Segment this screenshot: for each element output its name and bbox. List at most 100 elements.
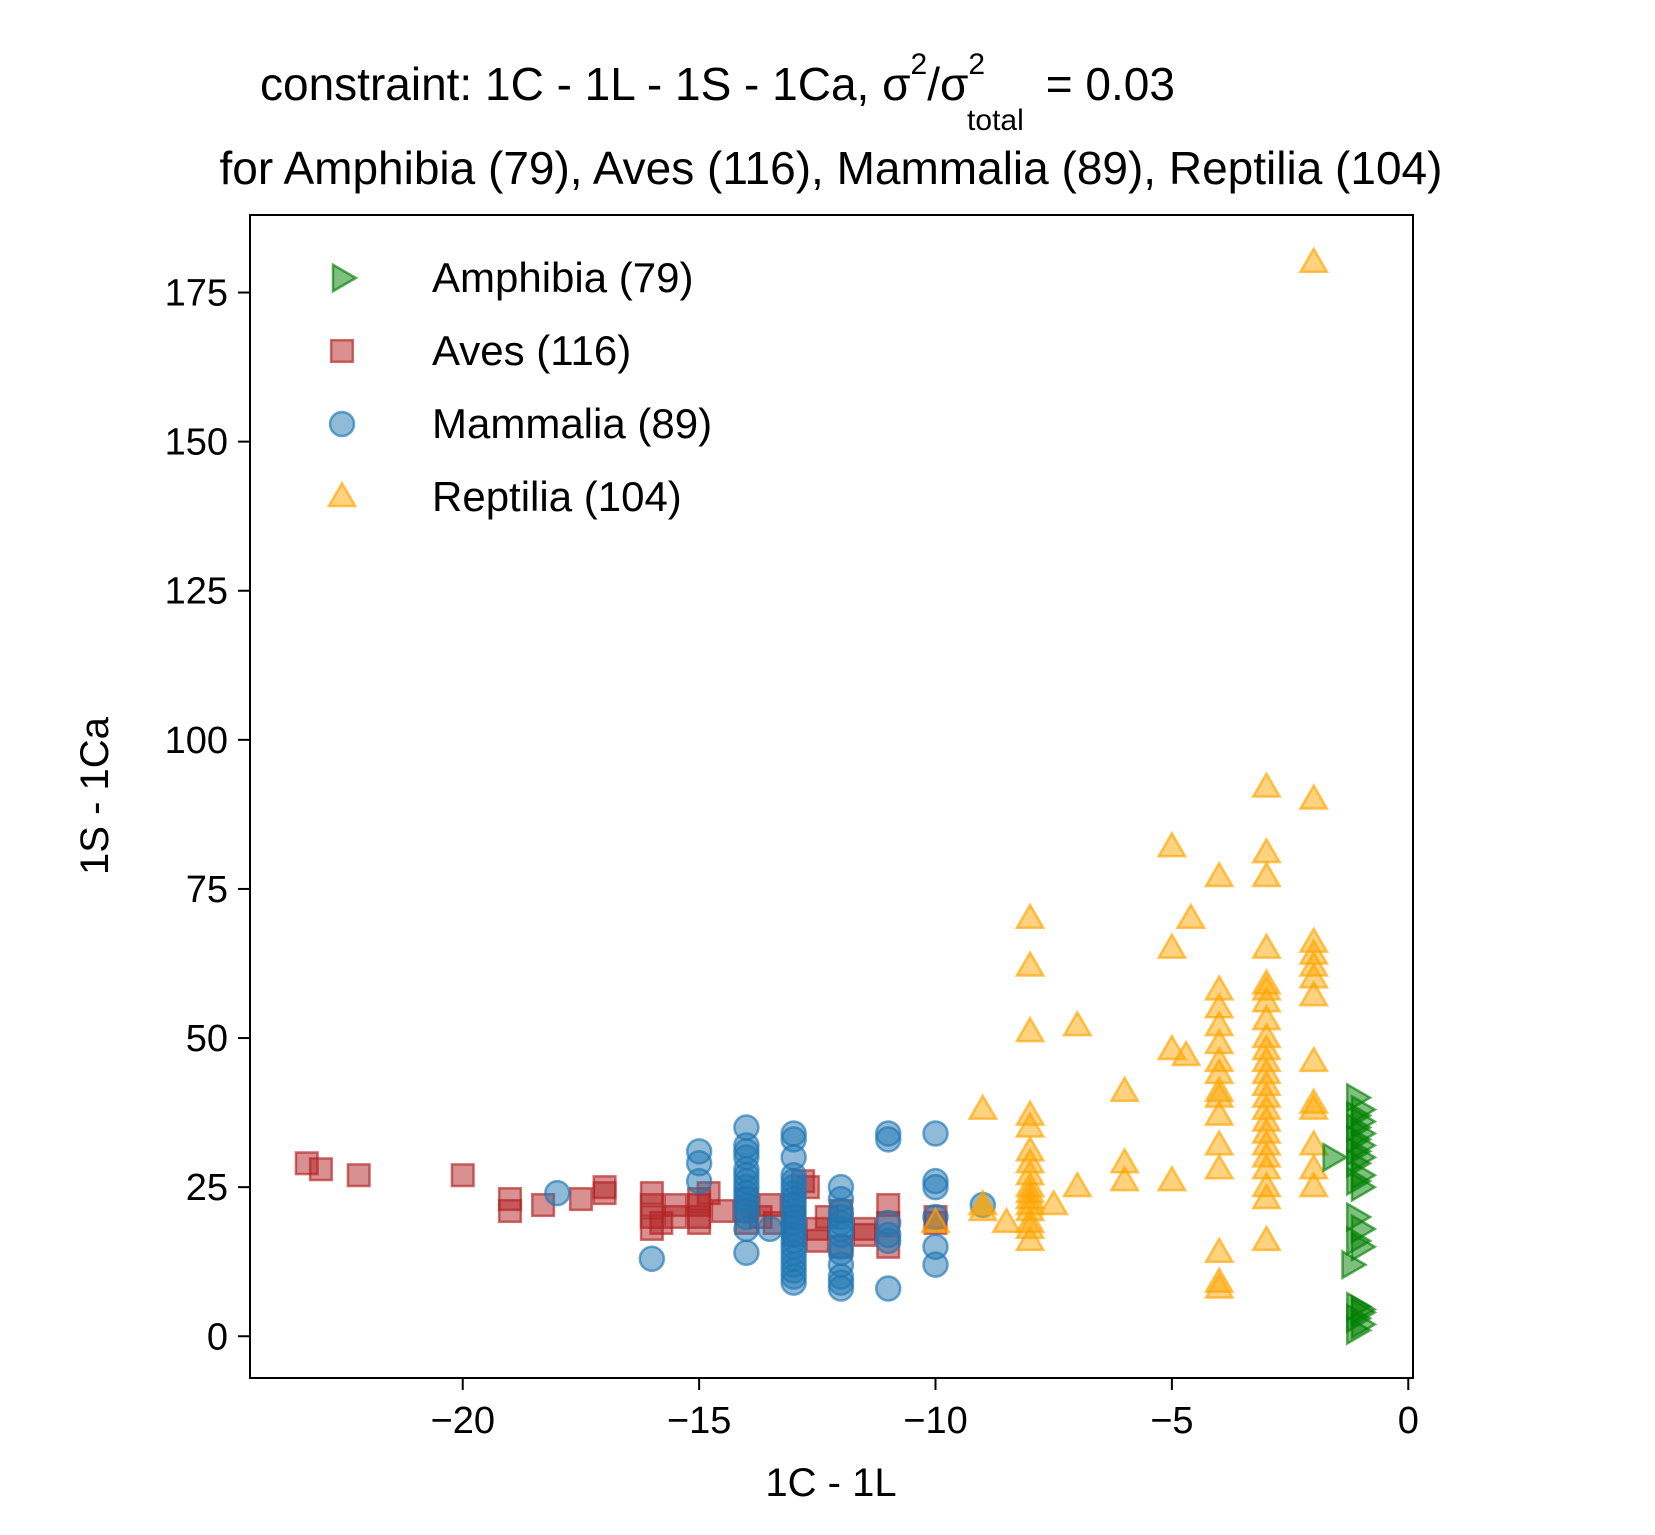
y-tick-label: 25	[186, 1167, 228, 1209]
legend-marker	[326, 480, 358, 508]
data-marks	[294, 246, 1378, 1346]
legend-item: Mammalia (89)	[328, 400, 712, 447]
data-point	[1156, 1164, 1188, 1192]
data-point	[967, 1093, 999, 1120]
data-point	[1251, 860, 1282, 888]
title-mid: /σ	[927, 58, 968, 110]
data-point	[1109, 1164, 1140, 1192]
data-point	[1061, 1009, 1093, 1037]
data-point	[874, 1227, 902, 1255]
data-point	[733, 1215, 760, 1243]
data-point	[1014, 950, 1046, 977]
data-point	[874, 1126, 902, 1153]
legend: Amphibia (79) Aves (116) Mammalia (89) Rept…	[326, 254, 712, 520]
legend-label: Amphibia (79)	[432, 254, 693, 301]
legend-item: Amphibia (79)	[331, 254, 693, 301]
data-point	[1014, 1224, 1046, 1252]
data-point	[1298, 1045, 1330, 1073]
data-point	[1322, 1141, 1349, 1173]
y-tick-label: 75	[186, 869, 228, 911]
data-point	[1203, 1129, 1235, 1156]
data-point	[1175, 902, 1207, 930]
x-axis-ticks: −20 −15 −10 −5 0	[431, 1378, 1419, 1442]
data-point	[1350, 1231, 1378, 1263]
y-tick-label: 100	[165, 720, 228, 762]
data-point	[1251, 932, 1282, 959]
data-point	[920, 1206, 951, 1234]
legend-marker	[328, 410, 356, 438]
y-tick-label: 50	[186, 1018, 228, 1060]
x-tick-label: −15	[667, 1400, 731, 1442]
title-prefix: constraint: 1C - 1L - 1S - 1Ca, σ	[260, 58, 911, 110]
data-point	[1203, 1099, 1235, 1126]
data-point	[1251, 1224, 1282, 1252]
data-point	[922, 1251, 949, 1278]
data-point	[568, 1187, 593, 1212]
data-point	[1109, 1075, 1140, 1102]
legend-marker	[329, 338, 355, 364]
legend-label: Mammalia (89)	[432, 400, 712, 447]
data-point	[1298, 980, 1330, 1007]
x-axis-label: 1C - 1L	[765, 1461, 896, 1505]
data-point	[1014, 902, 1046, 930]
data-point	[1341, 1249, 1368, 1281]
data-point	[1170, 1039, 1202, 1067]
data-point	[1350, 1294, 1378, 1325]
x-tick-label: 0	[1398, 1400, 1419, 1442]
series-triangle-up	[920, 246, 1330, 1299]
data-point	[780, 1269, 807, 1296]
plot-area-frame	[249, 214, 1414, 1379]
data-point	[1061, 1170, 1093, 1198]
title-suffix: = 0.03	[1046, 58, 1175, 110]
x-tick-label: −20	[431, 1400, 495, 1442]
y-axis-ticks: 0 25 50 75 100 125 150 175	[165, 273, 250, 1358]
x-tick-label: −5	[1150, 1400, 1193, 1442]
series-triangle-right	[1322, 1082, 1378, 1346]
data-point	[1203, 1272, 1235, 1299]
data-point	[1156, 932, 1188, 959]
chart-title: constraint: 1C - 1L - 1S - 1Ca, σ2/σ2 tot…	[260, 48, 1175, 137]
data-point	[967, 1194, 999, 1222]
x-tick-label: −10	[903, 1400, 967, 1442]
data-point	[710, 1198, 735, 1224]
data-point	[756, 1215, 784, 1243]
data-point	[733, 1239, 760, 1267]
data-point	[1251, 836, 1282, 864]
series-circle	[544, 1114, 997, 1302]
y-tick-label: 0	[207, 1316, 228, 1358]
data-point	[1298, 1170, 1330, 1198]
data-point	[922, 1120, 949, 1147]
legend-item: Aves (116)	[329, 327, 631, 374]
data-point	[874, 1275, 902, 1302]
data-point	[1203, 1236, 1235, 1264]
legend-marker	[331, 262, 359, 294]
data-point	[1251, 1182, 1282, 1210]
data-point	[592, 1175, 617, 1200]
data-point	[308, 1157, 333, 1182]
data-point	[1038, 1188, 1070, 1216]
title-sub: total	[967, 104, 1024, 137]
title-sup1: 2	[911, 48, 928, 81]
data-point	[852, 1222, 877, 1247]
data-point	[497, 1198, 523, 1224]
data-point	[663, 1192, 688, 1218]
data-point	[638, 1245, 666, 1272]
y-tick-label: 150	[165, 422, 228, 464]
data-point	[1298, 783, 1330, 810]
data-point	[1203, 860, 1235, 888]
legend-item: Reptilia (104)	[326, 473, 682, 520]
data-point	[991, 1206, 1022, 1234]
y-axis-label: 1S - 1Ca	[73, 716, 117, 875]
data-point	[1156, 830, 1188, 858]
data-point	[1014, 1015, 1046, 1043]
data-point	[1203, 1152, 1235, 1180]
data-point	[922, 1173, 949, 1201]
data-point	[450, 1163, 475, 1188]
legend-label: Reptilia (104)	[432, 473, 682, 520]
chart-subtitle: for Amphibia (79), Aves (116), Mammalia …	[220, 142, 1443, 194]
data-point	[1298, 246, 1330, 273]
legend-label: Aves (116)	[432, 327, 631, 374]
data-point	[544, 1179, 571, 1207]
y-tick-label: 175	[165, 273, 228, 315]
